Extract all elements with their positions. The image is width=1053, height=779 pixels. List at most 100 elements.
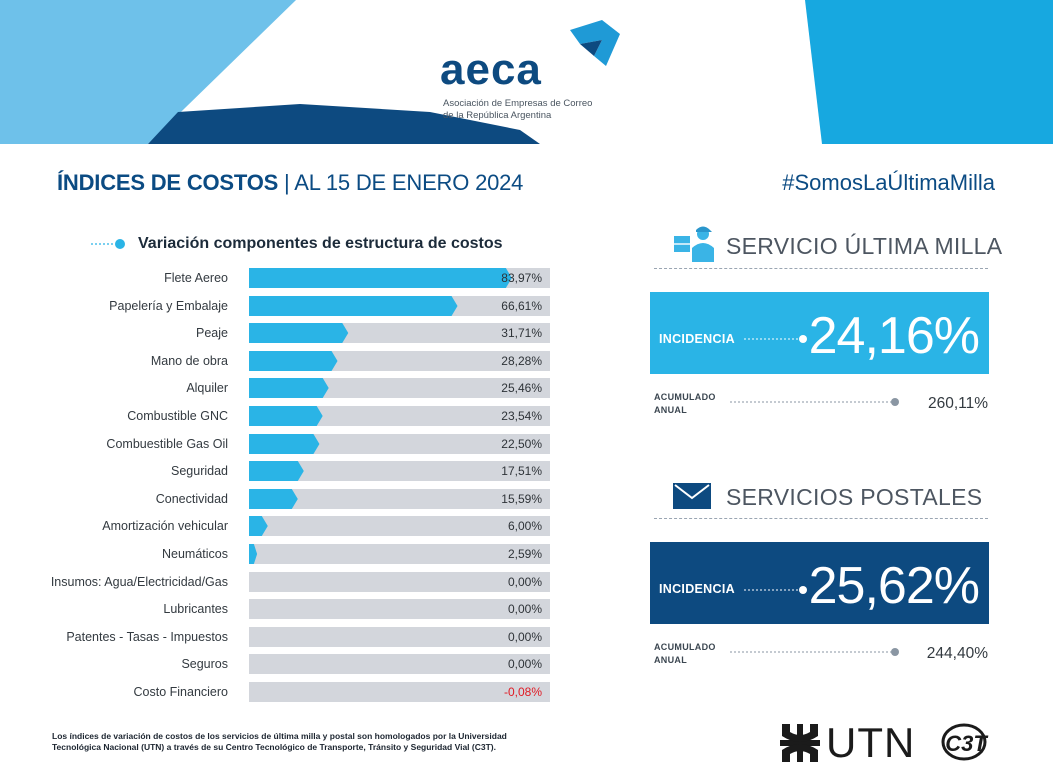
bar-track: 83,97%: [249, 268, 550, 288]
postal-accumulated-dot-icon: [730, 648, 899, 656]
bar-value-label: 22,50%: [501, 437, 542, 451]
postal-incidence-box: INCIDENCIA 25,62%: [650, 542, 989, 624]
bar-label: Seguros: [181, 657, 228, 671]
bar-label: Papelería y Embalaje: [109, 299, 228, 313]
last-mile-accumulated-label-line-1: ACUMULADO: [654, 392, 716, 402]
bar-value-label: 0,00%: [507, 575, 542, 589]
bar-track: 0,00%: [249, 599, 550, 619]
bar-track: 6,00%: [249, 516, 550, 536]
bar: [249, 544, 258, 564]
last-mile-incidence-value: 24,16%: [808, 307, 980, 365]
delivery-person-icon: [674, 226, 714, 262]
bar-label: Patentes - Tasas - Impuestos: [66, 630, 228, 644]
bar-label: Mano de obra: [150, 354, 228, 368]
bar-value-label: 0,00%: [507, 657, 542, 671]
bar: [249, 351, 338, 371]
bar: [249, 268, 512, 288]
bar-value-label: 15,59%: [501, 492, 542, 506]
utn-logo-icon: [780, 724, 820, 762]
bar-value-label: -0,08%: [503, 685, 542, 699]
footnote: Los índices de variación de costos de lo…: [52, 731, 507, 753]
last-mile-incidence-box: INCIDENCIA 24,16%: [650, 292, 989, 374]
postal-incidence-label: INCIDENCIA: [659, 582, 735, 596]
bar: [249, 489, 298, 509]
postal-accumulated-label: ACUMULADO ANUAL: [654, 641, 716, 667]
last-mile-title: SERVICIO ÚLTIMA MILLA: [726, 233, 1003, 259]
bar-value-label: 28,28%: [501, 354, 542, 368]
envelope-icon: [673, 483, 711, 509]
bar-value-label: 2,59%: [507, 547, 542, 561]
bar-track: 17,51%: [249, 461, 550, 481]
bar-label: Costo Financiero: [133, 685, 229, 699]
bar: [249, 406, 323, 426]
org-name-line-1: Asociación de Empresas de Correo: [443, 98, 593, 109]
bar-track: 2,59%: [249, 544, 550, 564]
bar-label: Peaje: [196, 326, 228, 340]
bar-label: Conectividad: [155, 492, 228, 506]
bar-value-label: 83,97%: [501, 271, 542, 285]
page-title-bold: ÍNDICES DE COSTOS: [57, 170, 279, 195]
bar-label: Amortización vehicular: [102, 519, 228, 533]
bar-value-label: 17,51%: [501, 464, 542, 478]
page-title-date: | AL 15 DE ENERO 2024: [284, 170, 524, 195]
last-mile-separator: [654, 268, 988, 269]
bar-value-label: 0,00%: [507, 602, 542, 616]
bar-track: 23,54%: [249, 406, 550, 426]
c3t-logo-text: C3T: [945, 731, 988, 756]
postal-title: SERVICIOS POSTALES: [726, 484, 983, 510]
bar: [249, 516, 268, 536]
bar-label: Alquiler: [186, 381, 228, 395]
chart-title-dot-icon: [91, 239, 125, 249]
last-mile-accumulated-dot-icon: [730, 398, 899, 406]
bar-label: Flete Aereo: [164, 271, 228, 285]
bar: [249, 378, 329, 398]
bar-track: -0,08%: [249, 682, 550, 702]
last-mile-accumulated-value: 260,11%: [927, 395, 988, 412]
page-title: ÍNDICES DE COSTOS | AL 15 DE ENERO 2024: [57, 170, 523, 196]
bar-label: Combuestible Gas Oil: [106, 437, 228, 451]
footnote-line-2: Tecnológica Nacional (UTN) a través de s…: [52, 742, 496, 752]
bar-track: 28,28%: [249, 351, 550, 371]
org-name-line-2: de la República Argentina: [443, 110, 552, 121]
bar: [249, 461, 304, 481]
postal-incidence-value: 25,62%: [808, 557, 980, 615]
c3t-logo-icon: C3T: [941, 723, 988, 761]
postal-accumulated-label-line-2: ANUAL: [654, 655, 687, 665]
bar-track: 25,46%: [249, 378, 550, 398]
bar-track: 0,00%: [249, 654, 550, 674]
bar-value-label: 25,46%: [501, 381, 542, 395]
postal-separator: [654, 518, 988, 519]
hashtag: #SomosLaÚltimaMilla: [782, 170, 995, 195]
postal-accumulated-label-line-1: ACUMULADO: [654, 642, 716, 652]
bar-label: Insumos: Agua/Electricidad/Gas: [50, 575, 228, 589]
last-mile-incidence-label: INCIDENCIA: [659, 332, 735, 346]
bar: [249, 296, 458, 316]
bar: [249, 323, 349, 343]
bar-value-label: 0,00%: [507, 630, 542, 644]
bar-track: 0,00%: [249, 627, 550, 647]
aeca-logo-mark-icon: [570, 20, 620, 66]
bar-track: 22,50%: [249, 434, 550, 454]
bar-track: 0,00%: [249, 572, 550, 592]
bar-value-label: 6,00%: [507, 519, 542, 533]
bar-track: 66,61%: [249, 296, 550, 316]
utn-logo-text: UTN: [826, 719, 916, 766]
bar: [249, 434, 320, 454]
footnote-line-1: Los índices de variación de costos de lo…: [52, 731, 507, 741]
postal-accumulated-value: 244,40%: [926, 645, 988, 662]
bar-label: Lubricantes: [163, 602, 228, 616]
chart-title: Variación componentes de estructura de c…: [138, 235, 503, 252]
header-background: [0, 0, 1053, 144]
bar-track: 15,59%: [249, 489, 550, 509]
last-mile-incidence-dot-icon: [744, 335, 807, 343]
last-mile-accumulated-label-line-2: ANUAL: [654, 405, 687, 415]
bar-label: Combustible GNC: [127, 409, 228, 423]
postal-incidence-dot-icon: [744, 586, 807, 594]
bar-label: Seguridad: [171, 464, 228, 478]
bar-value-label: 31,71%: [501, 326, 542, 340]
bar-track: 31,71%: [249, 323, 550, 343]
last-mile-accumulated-label: ACUMULADO ANUAL: [654, 391, 716, 417]
header-banner: aeca Asociación de Empresas de Correo de…: [0, 0, 1053, 144]
aeca-logo-text: aeca: [440, 45, 542, 94]
bar-value-label: 66,61%: [501, 299, 542, 313]
